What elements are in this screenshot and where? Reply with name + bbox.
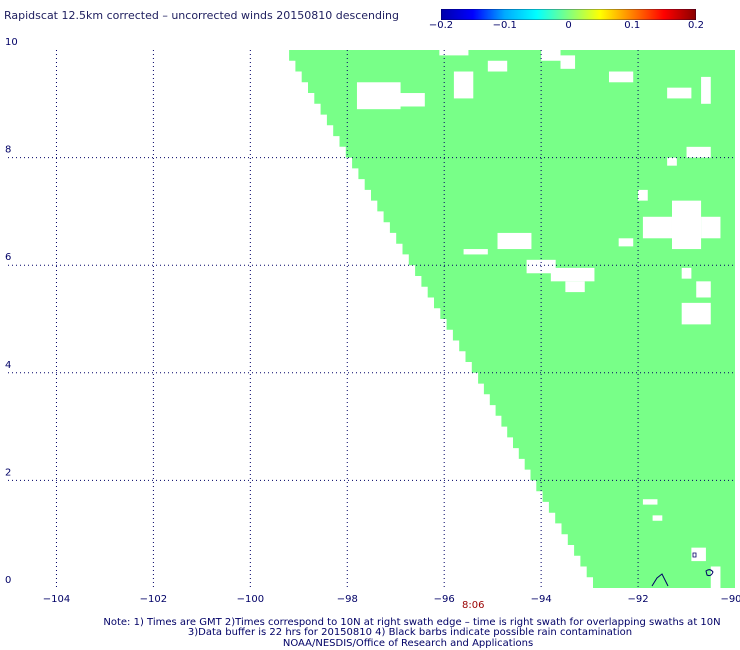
x-tick-label: −90	[720, 594, 740, 605]
y-tick-label: 2	[5, 467, 11, 478]
x-tick-label: −100	[237, 594, 264, 605]
coastline-layer	[651, 552, 714, 587]
island-outline	[705, 569, 714, 577]
missing-data-cell	[667, 157, 677, 166]
tick-labels: −104 −102 −100 −98 −96 −94 −92 −90 0 2 4 6 8 10	[5, 37, 740, 605]
y-tick-label: 10	[5, 37, 18, 48]
missing-data-cell	[487, 60, 508, 72]
y-tick-label: 8	[5, 145, 11, 156]
y-tick-label: 4	[5, 360, 11, 371]
missing-data-cell	[701, 76, 711, 104]
x-tick-label: −102	[140, 594, 167, 605]
grid-layer	[8, 50, 735, 588]
island-outline	[692, 552, 697, 558]
y-tick-label: 6	[5, 252, 11, 263]
colorbar	[441, 9, 696, 20]
missing-data-cell	[652, 515, 663, 521]
coastline-segment	[651, 573, 669, 587]
note-line-2: 3)Data buffer is 22 hrs for 20150810 4) …	[187, 627, 633, 638]
missing-data-cell	[667, 87, 692, 99]
missing-data-cell	[642, 216, 672, 239]
missing-data-cell	[671, 200, 702, 250]
missing-data-cell	[681, 267, 692, 279]
missing-data-cell	[681, 302, 711, 325]
missing-data-cell	[395, 93, 425, 107]
missing-data-cell	[356, 82, 401, 110]
missing-data-cell	[691, 547, 706, 562]
x-tick-label: −96	[434, 594, 455, 605]
missing-data-cell	[618, 238, 634, 247]
missing-data-cell	[701, 216, 721, 239]
missing-data-cell	[550, 267, 595, 282]
missing-data-cell	[453, 71, 474, 99]
missing-data-cell	[439, 50, 469, 56]
colorbar-tick-label: 0	[565, 20, 572, 31]
chart-title: Rapidscat 12.5km corrected – uncorrected…	[4, 9, 400, 22]
note-line-3: NOAA/NESDIS/Office of Research and Appli…	[282, 638, 534, 649]
missing-data-cell	[541, 50, 561, 61]
colorbar-tick-label: −0.2	[428, 20, 454, 31]
missing-data-cell	[642, 499, 658, 505]
missing-data-cell	[565, 281, 585, 293]
data-layer	[289, 50, 735, 588]
x-tick-label: −98	[337, 594, 358, 605]
colorbar-tick-label: 0.2	[688, 20, 704, 31]
missing-data-cell	[696, 281, 711, 298]
missing-data-cell	[608, 71, 634, 83]
colorbar-tick-label: 0.1	[624, 20, 641, 31]
swath-time-label: 8:06	[462, 600, 485, 611]
x-tick-label: −94	[531, 594, 552, 605]
missing-data-cell	[560, 55, 576, 69]
x-tick-label: −104	[43, 594, 70, 605]
missing-data-cell	[686, 146, 711, 158]
x-tick-label: −92	[628, 594, 649, 605]
missing-data-cell	[463, 249, 488, 255]
swath-data-region	[289, 50, 735, 588]
note-line-1: Note: 1) Times are GMT 2)Times correspon…	[103, 617, 721, 628]
colorbar-tick-label: −0.1	[492, 20, 517, 31]
y-tick-label: 0	[5, 575, 11, 586]
missing-data-cell	[497, 232, 532, 250]
missing-data-cell	[710, 566, 721, 588]
missing-data-cell	[638, 189, 648, 201]
